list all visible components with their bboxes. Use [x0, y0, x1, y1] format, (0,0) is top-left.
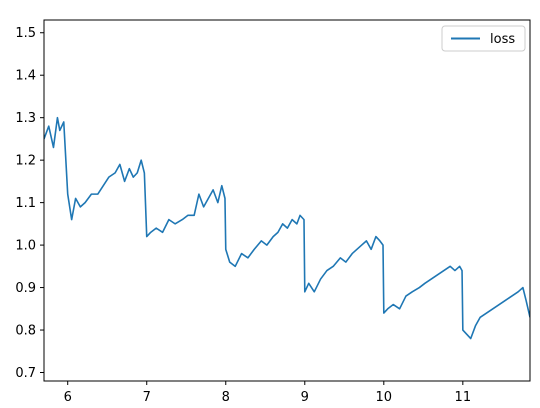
y-tick-label: 1.2: [15, 154, 36, 169]
y-tick-label: 1.3: [15, 111, 36, 126]
legend-label-loss: loss: [490, 32, 515, 47]
plot-frame: [43, 19, 531, 382]
y-tick-label: 0.9: [15, 281, 36, 296]
legend: loss: [441, 25, 526, 52]
legend-box: [441, 25, 526, 52]
y-tick-label: 1.5: [15, 26, 36, 41]
x-tick-label: 9: [301, 390, 309, 405]
x-tick-label: 7: [143, 390, 151, 405]
y-tick-label: 1.0: [15, 239, 36, 254]
x-tick-label: 6: [64, 390, 72, 405]
series-line-loss: [44, 116, 530, 340]
y-tick-label: 0.7: [15, 366, 36, 381]
x-tick-label: 8: [222, 390, 230, 405]
y-tick-label: 1.4: [15, 69, 36, 84]
x-tick-label: 11: [455, 390, 472, 405]
y-tick-label: 1.1: [15, 196, 36, 211]
axis-ticks: 6 7 8 9 10 11 0.7 0.8 0.9 1.0 1.1 1.2 1.3 1.4 1.5: [15, 26, 471, 405]
y-tick-label: 0.8: [15, 324, 36, 339]
series-layer: [44, 116, 530, 340]
x-tick-label: 10: [376, 390, 393, 405]
